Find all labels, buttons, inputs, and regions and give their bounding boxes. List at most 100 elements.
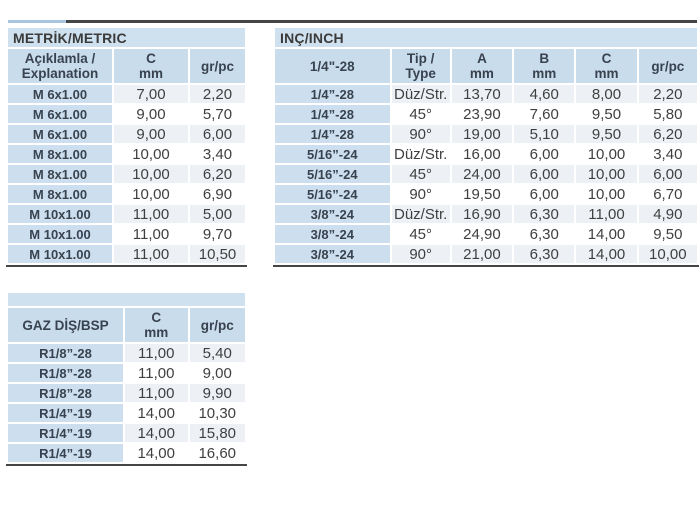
metric-table-row: M 6x1.00 9,00 5,70 bbox=[8, 105, 246, 123]
inch-column-header: 1/4"-28 bbox=[275, 49, 390, 83]
metric-cell: 6,20 bbox=[190, 165, 246, 183]
bsp-table-row: R1/4”-19 14,00 15,80 bbox=[8, 424, 245, 442]
inch-cell: 90° bbox=[391, 125, 450, 143]
inch-cell: 19,50 bbox=[451, 185, 513, 203]
metric-cell: 11,00 bbox=[114, 245, 188, 263]
metric-column-header: Açıklamla / Explanation bbox=[8, 49, 112, 83]
inch-cell: 6,00 bbox=[514, 165, 575, 183]
inch-table-row: 5/16”-24 Düz/Str. 16,00 6,00 10,00 3,40 bbox=[275, 145, 697, 163]
bsp-row-label: R1/4”-19 bbox=[8, 404, 123, 422]
inch-cell: 6,20 bbox=[638, 125, 697, 143]
bsp-cell: 15,80 bbox=[189, 424, 245, 442]
metric-cell: 11,00 bbox=[114, 205, 188, 223]
bsp-table-row: R1/4”-19 14,00 16,60 bbox=[8, 444, 245, 462]
bsp-cell: 14,00 bbox=[124, 404, 188, 422]
inch-row-label: 5/16”-24 bbox=[275, 185, 390, 203]
inch-cell: 6,70 bbox=[638, 185, 697, 203]
inch-table-row: 1/4”-28 45° 23,90 7,60 9,50 5,80 bbox=[275, 105, 697, 123]
inch-table-row: 1/4”-28 90° 19,00 5,10 9,50 6,20 bbox=[275, 125, 697, 143]
inch-cell: 4,90 bbox=[638, 205, 697, 223]
bsp-row-label: R1/8”-28 bbox=[8, 344, 123, 362]
inch-cell: 10,00 bbox=[576, 185, 637, 203]
bsp-table-row: R1/8”-28 11,00 9,90 bbox=[8, 384, 245, 402]
bsp-cell: 5,40 bbox=[189, 344, 245, 362]
inch-cell: 14,00 bbox=[576, 225, 637, 243]
accent-rule-blue bbox=[8, 20, 66, 23]
metric-row-label: M 8x1.00 bbox=[8, 145, 112, 163]
inch-cell: 5,10 bbox=[514, 125, 575, 143]
metric-cell: 7,00 bbox=[114, 85, 188, 103]
inch-row-label: 5/16”-24 bbox=[275, 145, 390, 163]
bsp-cell: 10,30 bbox=[189, 404, 245, 422]
metric-table-row: M 10x1.00 11,00 10,50 bbox=[8, 245, 246, 263]
bsp-cell: 9,90 bbox=[189, 384, 245, 402]
bsp-cell: 11,00 bbox=[124, 364, 188, 382]
bsp-column-header: gr/pc bbox=[189, 308, 245, 342]
bsp-row-label: R1/8”-28 bbox=[8, 364, 123, 382]
inch-cell: Düz/Str. bbox=[391, 205, 450, 223]
bsp-column-header: GAZ DİŞ/BSP bbox=[8, 308, 123, 342]
metric-cell: 9,00 bbox=[114, 125, 188, 143]
inch-cell: 10,00 bbox=[638, 245, 697, 263]
inch-cell: 6,00 bbox=[638, 165, 697, 183]
inch-cell: 9,50 bbox=[638, 225, 697, 243]
inch-cell: 90° bbox=[391, 185, 450, 203]
metric-table-row: M 6x1.00 7,00 2,20 bbox=[8, 85, 246, 103]
metric-row-label: M 6x1.00 bbox=[8, 125, 112, 143]
inch-cell: 4,60 bbox=[514, 85, 575, 103]
metric-table-row: M 8x1.00 10,00 3,40 bbox=[8, 145, 246, 163]
inch-row-label: 3/8”-24 bbox=[275, 245, 390, 263]
inch-table-row: 5/16”-24 90° 19,50 6,00 10,00 6,70 bbox=[275, 185, 697, 203]
metric-table-row: M 8x1.00 10,00 6,20 bbox=[8, 165, 246, 183]
inch-cell: 7,60 bbox=[514, 105, 575, 123]
metric-cell: 11,00 bbox=[114, 225, 188, 243]
inch-table-row: 3/8”-24 90° 21,00 6,30 14,00 10,00 bbox=[275, 245, 697, 263]
inch-row-label: 3/8”-24 bbox=[275, 205, 390, 223]
inch-cell: 13,70 bbox=[451, 85, 513, 103]
bsp-row-label: R1/4”-19 bbox=[8, 444, 123, 462]
inch-cell: 45° bbox=[391, 165, 450, 183]
bsp-cell: 9,00 bbox=[189, 364, 245, 382]
metric-table-title: METRİK/METRIC bbox=[8, 28, 246, 47]
inch-cell: 3,40 bbox=[638, 145, 697, 163]
metric-cell: 6,00 bbox=[190, 125, 246, 143]
inch-cell: 14,00 bbox=[576, 245, 637, 263]
metric-cell: 10,00 bbox=[114, 145, 188, 163]
inch-row-label: 1/4”-28 bbox=[275, 105, 390, 123]
inch-cell: Düz/Str. bbox=[391, 145, 450, 163]
inch-cell: 6,30 bbox=[514, 245, 575, 263]
inch-cell: 8,00 bbox=[576, 85, 637, 103]
inch-cell: 90° bbox=[391, 245, 450, 263]
inch-table-row: 3/8”-24 45° 24,90 6,30 14,00 9,50 bbox=[275, 225, 697, 243]
inch-cell: 10,00 bbox=[576, 165, 637, 183]
inch-cell: 21,00 bbox=[451, 245, 513, 263]
metric-cell: 10,00 bbox=[114, 185, 188, 203]
inch-cell: 45° bbox=[391, 225, 450, 243]
inch-cell: 11,00 bbox=[576, 205, 637, 223]
inch-row-label: 3/8”-24 bbox=[275, 225, 390, 243]
inch-table-title: INÇ/INCH bbox=[275, 28, 697, 47]
inch-column-header: gr/pc bbox=[638, 49, 697, 83]
bsp-row-label: R1/8”-28 bbox=[8, 384, 123, 402]
inch-cell: 6,00 bbox=[514, 145, 575, 163]
metric-cell: 5,70 bbox=[190, 105, 246, 123]
bsp-cell: 14,00 bbox=[124, 424, 188, 442]
metric-row-label: M 8x1.00 bbox=[8, 185, 112, 203]
metric-row-label: M 6x1.00 bbox=[8, 85, 112, 103]
metric-row-label: M 6x1.00 bbox=[8, 105, 112, 123]
bsp-table-title bbox=[8, 293, 245, 306]
inch-table-row: 1/4”-28 Düz/Str. 13,70 4,60 8,00 2,20 bbox=[275, 85, 697, 103]
bsp-table-row: R1/4”-19 14,00 10,30 bbox=[8, 404, 245, 422]
metric-cell: 2,20 bbox=[190, 85, 246, 103]
inch-row-label: 1/4”-28 bbox=[275, 85, 390, 103]
bsp-table-row: R1/8”-28 11,00 5,40 bbox=[8, 344, 245, 362]
metric-row-label: M 8x1.00 bbox=[8, 165, 112, 183]
bsp-cell: 11,00 bbox=[124, 384, 188, 402]
bsp-table-row: R1/8”-28 11,00 9,00 bbox=[8, 364, 245, 382]
